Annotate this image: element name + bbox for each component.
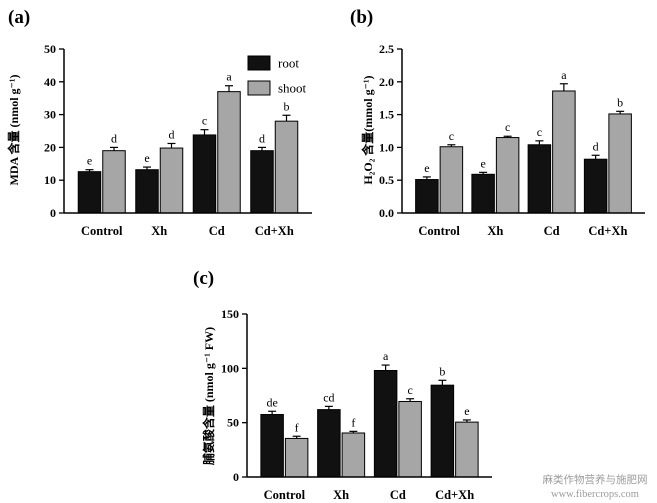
panel-b-y-tick-label: 1.0 — [379, 140, 394, 154]
panel-b-y-tick-label: 0.0 — [379, 206, 394, 220]
panel-a-significance-letter: d — [169, 127, 175, 141]
panel-c-significance-letter: de — [266, 395, 277, 409]
panel-b-significance-letter: b — [617, 95, 623, 109]
panel-a-x-tick-label: Control — [81, 224, 123, 238]
panel-b-label: (b) — [350, 7, 373, 28]
panel-a-legend-label-root: root — [278, 56, 299, 71]
panel-c-y-axis-label: 脯氨酸含量 (nmol g⁻¹ FW) — [201, 327, 216, 465]
panel-c-y-tick-label: 150 — [221, 307, 239, 321]
panel-c-significance-letter: c — [407, 383, 412, 397]
panel-a-legend-label-shoot: shoot — [278, 81, 307, 96]
panel-c-bar-shoot — [284, 437, 309, 478]
panel-c-x-tick-label: Cd — [390, 488, 406, 502]
panel-a-x-tick-label: Cd+Xh — [255, 224, 294, 238]
panel-c-bar-root — [317, 409, 341, 478]
panel-a-y-tick-label: 10 — [44, 173, 56, 187]
panel-c-significance-letter: a — [383, 349, 389, 363]
panel-a-significance-letter: c — [202, 114, 207, 128]
panel-a-bar-shoot — [159, 147, 184, 214]
panel-b-significance-letter: d — [593, 139, 599, 153]
panel-b-significance-letter: c — [537, 125, 542, 139]
panel-b-y-tick-label: 0.5 — [379, 173, 394, 187]
panel-a-bar-root — [135, 169, 159, 214]
panel-c-y-tick-label: 0 — [233, 470, 239, 484]
panel-a-x-tick-label: Xh — [151, 224, 167, 238]
panel-a-y-tick-label: 20 — [44, 140, 56, 154]
panel-b-significance-letter: c — [449, 129, 454, 143]
panel-c-significance-letter: f — [351, 415, 355, 429]
panel-b-bar-root — [583, 158, 608, 214]
panel-a-bar-shoot — [217, 91, 241, 214]
panel-a-label: (a) — [8, 7, 30, 28]
panel-b-x-tick-label: Cd — [544, 224, 560, 238]
panel-a-y-tick-label: 40 — [44, 75, 56, 89]
panel-c-bar-root — [373, 370, 398, 478]
panel-b-y-tick-label: 2.0 — [379, 75, 394, 89]
panel-b-x-tick-label: Xh — [487, 224, 503, 238]
panel-a-legend-swatch-root — [247, 55, 271, 71]
panel-b-bar-root — [415, 179, 439, 214]
panel-c-bar-shoot — [455, 421, 479, 478]
panel-a-significance-letter: a — [226, 70, 232, 84]
panel-c-x-tick-label: Control — [264, 488, 306, 502]
panel-b-chart: (b) H₂O₂ 含量(mmol g⁻¹) 0.0 0.5 1.0 1.5 2.0 2.5 e c… — [350, 7, 645, 238]
panel-b-bar-root — [527, 144, 552, 214]
panel-a-significance-letter: e — [87, 154, 92, 168]
panel-b-y-tick-label: 2.5 — [379, 42, 394, 56]
panel-a-bar-shoot — [102, 150, 126, 214]
panel-c-bar-root — [430, 384, 455, 478]
panel-a-y-tick-label: 50 — [44, 42, 56, 56]
panel-c-label: (c) — [193, 268, 214, 289]
panel-a-x-tick-label: Cd — [209, 224, 225, 238]
panel-a-significance-letter: d — [111, 131, 117, 145]
panel-b-significance-letter: e — [480, 156, 485, 170]
watermark: 麻类作物营养与施肥网 www.fibercrops.com — [543, 473, 648, 500]
panel-a-bar-root — [250, 150, 274, 214]
panel-a-chart: (a) MDA 含量 (nmol g⁻¹) 0 10 20 30 40 50 e d Control… — [6, 7, 312, 238]
panel-c-y-tick-label: 50 — [227, 416, 239, 430]
panel-a-significance-letter: b — [284, 99, 290, 113]
panel-b-y-axis-label: H₂O₂ 含量(mmol g⁻¹) — [360, 75, 375, 184]
panel-c-bar-shoot — [341, 432, 366, 478]
panel-a-bar-root — [192, 134, 217, 214]
panel-b-bar-shoot — [552, 90, 576, 214]
panel-a-legend-swatch-shoot — [247, 80, 271, 96]
panel-a-significance-letter: e — [144, 151, 149, 165]
panel-c-significance-letter: f — [295, 420, 299, 434]
panel-c-chart: (c) 脯氨酸含量 (nmol g⁻¹ FW) 0 50 100 150 de f Contro… — [193, 268, 492, 502]
panel-b-significance-letter: c — [505, 120, 510, 134]
panel-b-significance-letter: e — [424, 161, 429, 175]
watermark-line-1: 麻类作物营养与施肥网 — [543, 473, 648, 486]
watermark-line-2: www.fibercrops.com — [551, 489, 639, 500]
panel-a-y-axis-label: MDA 含量 (nmol g⁻¹) — [6, 75, 21, 186]
panel-c-significance-letter: e — [464, 404, 469, 418]
panel-c-significance-letter: cd — [323, 390, 334, 404]
panel-b-bar-shoot — [439, 146, 464, 214]
panel-c-bar-shoot — [398, 400, 422, 478]
panel-c-bar-root — [260, 414, 284, 478]
panel-a-significance-letter: d — [259, 131, 265, 145]
panel-b-x-tick-label: Control — [418, 224, 460, 238]
panel-a-bar-shoot — [274, 120, 299, 214]
panel-a-y-tick-label: 30 — [44, 108, 56, 122]
panel-a-y-tick-label: 0 — [50, 206, 56, 220]
panel-c-x-tick-label: Xh — [333, 488, 349, 502]
panel-a-bar-root — [77, 171, 102, 214]
panel-c-x-tick-label: Cd+Xh — [435, 488, 474, 502]
panel-c-y-tick-label: 100 — [221, 361, 239, 375]
panel-b-x-tick-label: Cd+Xh — [588, 224, 627, 238]
panel-b-bar-root — [471, 173, 495, 214]
panel-b-bar-shoot — [495, 137, 520, 214]
panel-b-bar-shoot — [608, 113, 632, 214]
panel-b-significance-letter: a — [561, 68, 567, 82]
panel-b-y-tick-label: 1.5 — [379, 108, 394, 122]
panel-c-significance-letter: b — [439, 364, 445, 378]
